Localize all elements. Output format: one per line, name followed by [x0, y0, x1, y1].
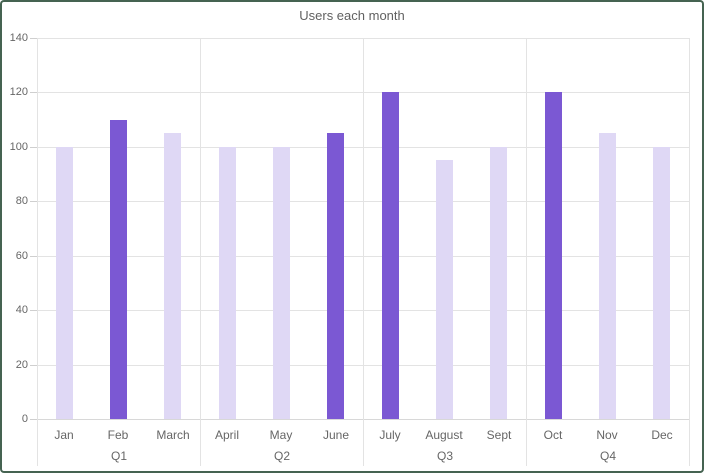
y-axis-tick: [30, 147, 37, 148]
y-axis-tick: [30, 256, 37, 257]
month-label: March: [156, 428, 190, 442]
y-tick-label: 0: [21, 413, 28, 425]
bar-may: [273, 147, 290, 419]
y-axis-tick: [30, 38, 37, 39]
bar-nov: [599, 133, 616, 419]
month-label: May: [269, 428, 293, 442]
month-label: Jan: [54, 428, 74, 442]
bar-august: [436, 160, 453, 419]
chart-title: Users each month: [299, 8, 405, 23]
month-label: Feb: [107, 428, 129, 442]
y-tick-label: 100: [9, 141, 28, 153]
month-label: Dec: [651, 428, 673, 442]
quarter-label: Q3: [436, 449, 453, 463]
month-label: June: [322, 428, 350, 442]
bar-march: [164, 133, 181, 419]
bar-june: [327, 133, 344, 419]
month-label: Oct: [543, 428, 563, 442]
quarter-divider: [363, 38, 364, 466]
month-label: April: [214, 428, 239, 442]
bar-feb: [110, 120, 127, 419]
bar-april: [219, 147, 236, 419]
y-axis-tick: [30, 365, 37, 366]
bar-july: [382, 92, 399, 419]
bar-oct: [545, 92, 562, 419]
quarter-divider: [200, 38, 201, 466]
month-label: July: [379, 428, 401, 442]
y-axis-tick: [30, 310, 37, 311]
y-axis-tick: [30, 201, 37, 202]
y-tick-label: 20: [15, 359, 28, 371]
y-axis-tick: [30, 419, 37, 420]
y-tick-label: 140: [9, 32, 28, 44]
y-tick-label: 80: [15, 195, 28, 207]
plot-edge-line: [689, 38, 690, 466]
y-axis-tick: [30, 92, 37, 93]
plot-edge-line: [37, 38, 38, 466]
month-label: Sept: [486, 428, 512, 442]
y-tick-label: 60: [15, 250, 28, 262]
y-tick-label: 120: [9, 86, 28, 98]
month-label: Nov: [596, 428, 618, 442]
bar-dec: [653, 147, 670, 419]
y-tick-label: 40: [15, 304, 28, 316]
month-label: August: [425, 428, 463, 442]
bar-sept: [490, 147, 507, 419]
quarter-label: Q4: [599, 449, 616, 463]
bar-jan: [56, 147, 73, 419]
quarter-label: Q1: [110, 449, 127, 463]
quarter-divider: [526, 38, 527, 466]
quarter-label: Q2: [273, 449, 290, 463]
